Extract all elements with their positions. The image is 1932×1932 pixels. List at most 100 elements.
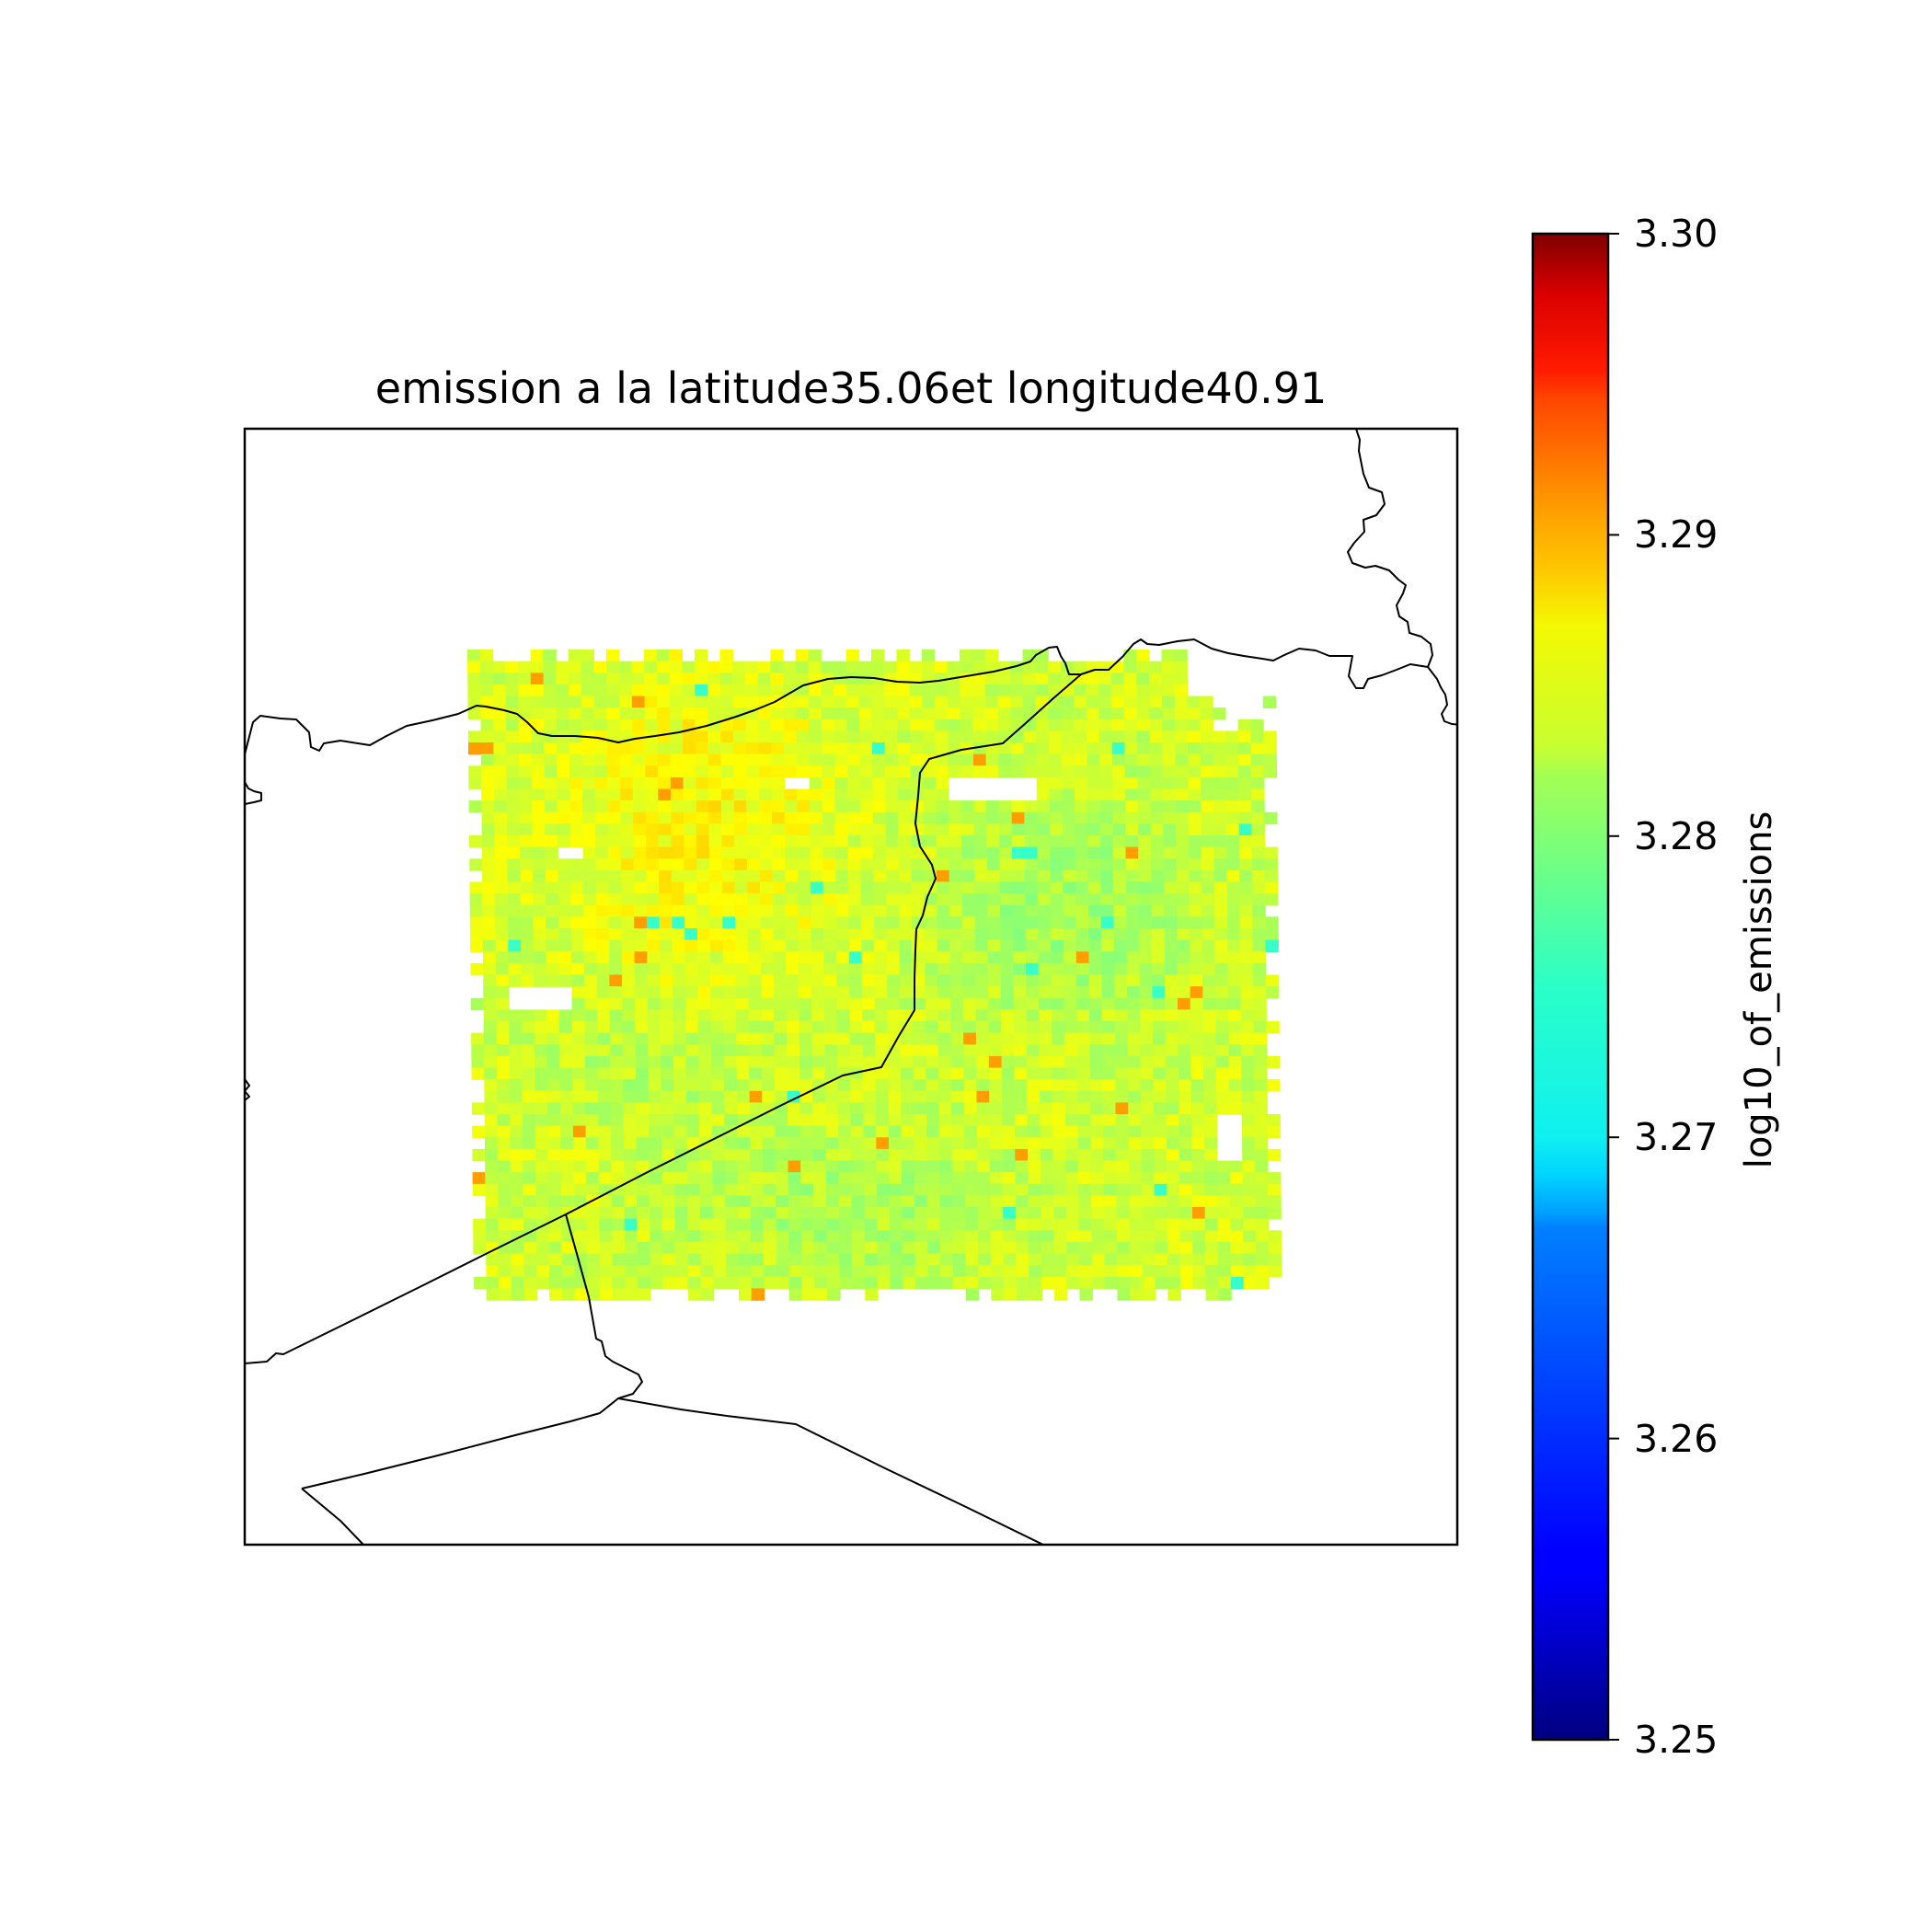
- swath-cell: [523, 1183, 537, 1197]
- swath-cell: [748, 997, 763, 1011]
- swath-cell: [750, 1148, 764, 1162]
- swath-cell: [1098, 696, 1112, 708]
- swath-cell: [846, 753, 861, 766]
- swath-cell: [826, 1218, 840, 1231]
- swath-cell: [581, 650, 594, 662]
- swath-cell: [871, 696, 885, 708]
- swath-cell: [1165, 974, 1179, 987]
- swath-cell: [522, 1102, 536, 1115]
- swath-cell: [770, 707, 785, 720]
- swath-cell: [570, 893, 584, 906]
- border-jordan-syria-iraq: [301, 1213, 643, 1489]
- swath-cell: [1164, 962, 1179, 976]
- swath-cell: [984, 673, 999, 685]
- swath-cell: [1111, 765, 1126, 778]
- swath-cell: [1188, 742, 1202, 755]
- swath-cell: [1099, 776, 1113, 790]
- swath-cell: [1112, 811, 1126, 825]
- swath-cell: [735, 997, 750, 1011]
- swath-cell: [711, 1102, 725, 1115]
- swath-cell: [1149, 730, 1164, 743]
- swath-cell: [1267, 1114, 1281, 1127]
- swath-cell: [535, 1207, 550, 1220]
- swath-cell: [1028, 1183, 1041, 1197]
- swath-cell: [1154, 1207, 1168, 1220]
- swath-cell: [569, 753, 583, 766]
- swath-cell: [1061, 696, 1075, 708]
- swath-cell: [986, 823, 1000, 836]
- swath-cell: [606, 707, 620, 720]
- swath-cell: [788, 1253, 802, 1266]
- swath-cell: [1049, 800, 1064, 813]
- swath-cell: [649, 1195, 663, 1208]
- swath-cell: [657, 707, 671, 720]
- swath-cell: [760, 893, 774, 906]
- swath-cell: [851, 1230, 866, 1243]
- swath-cell: [1124, 753, 1138, 766]
- swath-cell: [1103, 1183, 1118, 1197]
- swath-cell: [1268, 1230, 1282, 1243]
- swath-cell: [1175, 742, 1189, 755]
- swath-cell: [646, 916, 661, 929]
- swath-cell: [1137, 788, 1152, 801]
- swath-cell: [1242, 1183, 1257, 1197]
- swath-cell: [1228, 1090, 1243, 1104]
- swath-cell: [1163, 823, 1177, 836]
- border-turkey-iraq-east: [1347, 429, 1433, 668]
- swath-cell: [738, 1276, 753, 1290]
- swath-cell: [876, 1125, 890, 1138]
- swath-cell: [1037, 869, 1052, 883]
- swath-cell: [482, 881, 496, 894]
- swath-cell: [874, 997, 889, 1011]
- swath-cell: [548, 1241, 563, 1255]
- swath-cell: [493, 765, 508, 778]
- swath-cell: [1023, 719, 1037, 732]
- swath-cell: [673, 1021, 686, 1034]
- swath-cell: [1138, 846, 1152, 859]
- swath-cell: [902, 1218, 916, 1231]
- swath-cell: [849, 997, 863, 1011]
- swath-cell: [1113, 951, 1128, 964]
- swath-cell: [758, 707, 772, 720]
- swath-cell: [673, 1009, 686, 1022]
- swath-cell: [483, 997, 497, 1011]
- swath-cell: [496, 1067, 511, 1080]
- swath-cell: [1026, 974, 1040, 987]
- swath-cell: [848, 939, 863, 952]
- swath-cell: [574, 1288, 589, 1301]
- swath-cell: [1112, 858, 1127, 871]
- swath-cell: [1040, 1148, 1054, 1162]
- swath-cell: [556, 730, 570, 743]
- swath-cell: [493, 730, 507, 743]
- swath-cell: [699, 1207, 714, 1220]
- swath-cell: [498, 1195, 512, 1208]
- swath-cell: [824, 1044, 838, 1057]
- swath-cell: [975, 997, 989, 1011]
- swath-cell: [758, 753, 773, 766]
- swath-cell: [990, 1195, 1004, 1208]
- swath-cell: [710, 997, 724, 1011]
- swath-cell: [937, 1044, 952, 1057]
- swath-cell: [822, 800, 836, 813]
- swath-cell: [901, 1090, 914, 1104]
- swath-cell: [962, 962, 976, 976]
- coast-west-south: [245, 1078, 250, 1101]
- swath-cell: [1039, 997, 1052, 1011]
- swath-cell: [897, 776, 912, 790]
- swath-cell: [1024, 835, 1039, 848]
- swath-cell: [1154, 1218, 1168, 1231]
- swath-cell: [696, 881, 710, 894]
- swath-cell: [1176, 881, 1190, 894]
- swath-cell: [823, 916, 837, 929]
- swath-cell: [745, 730, 760, 743]
- swath-cell: [873, 858, 887, 871]
- swath-cell: [561, 1288, 576, 1301]
- swath-cell: [1128, 1137, 1143, 1150]
- swath-cell: [997, 673, 1011, 685]
- swath-cell: [847, 788, 861, 801]
- swath-cell: [700, 1288, 715, 1301]
- swath-cell: [875, 1021, 889, 1034]
- swath-cell: [1052, 1183, 1067, 1197]
- swath-cell: [698, 1079, 713, 1092]
- swath-cell: [1253, 1021, 1268, 1034]
